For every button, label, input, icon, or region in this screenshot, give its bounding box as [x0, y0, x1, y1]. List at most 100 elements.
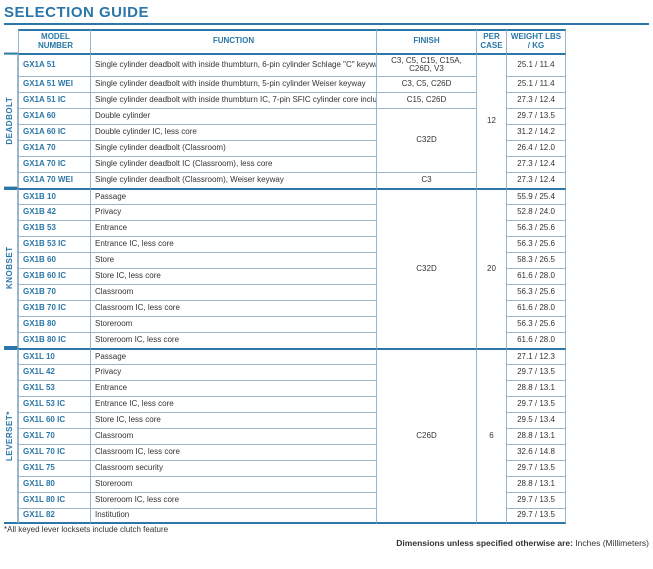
table-row-model: GX1A 70 WEI [18, 172, 90, 188]
selection-table: MODEL NUMBERFUNCTIONFINISHPER CASEWEIGHT… [4, 29, 649, 524]
table-row-weight: 28.8 / 13.1 [506, 380, 566, 396]
table-row-model: GX1B 80 IC [18, 332, 90, 348]
table-row-model: GX1L 80 [18, 476, 90, 492]
table-row-function: Single cylinder deadbolt IC (Classroom),… [90, 156, 376, 172]
table-row-weight: 29.7 / 13.5 [506, 508, 566, 524]
table-row-weight: 55.9 / 25.4 [506, 188, 566, 204]
table-row-finish: C3, C5, C15, C15A, C26D, V3 [376, 53, 476, 77]
table-row-weight: 56.3 / 25.6 [506, 220, 566, 236]
table-row-function: Store [90, 252, 376, 268]
table-row-function: Storeroom [90, 316, 376, 332]
table-row-model: GX1L 70 IC [18, 444, 90, 460]
table-row-function: Privacy [90, 204, 376, 220]
table-row-function: Classroom IC, less core [90, 300, 376, 316]
table-row-function: Storeroom IC, less core [90, 332, 376, 348]
table-row-model: GX1L 42 [18, 364, 90, 380]
table-row-percase: 20 [476, 188, 506, 348]
table-row-weight: 28.8 / 13.1 [506, 476, 566, 492]
table-row-function: Classroom IC, less core [90, 444, 376, 460]
table-row-weight: 27.3 / 12.4 [506, 156, 566, 172]
table-row-model: GX1L 80 IC [18, 492, 90, 508]
table-row-weight: 56.3 / 25.6 [506, 284, 566, 300]
table-row-model: GX1L 75 [18, 460, 90, 476]
table-row-weight: 27.1 / 12.3 [506, 348, 566, 364]
table-row-finish: C32D [376, 108, 476, 172]
table-row-weight: 56.3 / 25.6 [506, 236, 566, 252]
page-title: SELECTION GUIDE [4, 4, 649, 25]
table-row-function: Classroom [90, 284, 376, 300]
section-label: DEADBOLT [4, 53, 18, 189]
table-row-weight: 61.6 / 28.0 [506, 268, 566, 284]
table-row-model: GX1L 82 [18, 508, 90, 524]
table-row-function: Single cylinder deadbolt with inside thu… [90, 53, 376, 77]
table-row-weight: 61.6 / 28.0 [506, 300, 566, 316]
table-row-model: GX1B 10 [18, 188, 90, 204]
table-row-function: Passage [90, 348, 376, 364]
section-label: LEVERSET* [4, 348, 18, 524]
table-row-function: Entrance IC, less core [90, 396, 376, 412]
dimensions-note: Dimensions unless specified otherwise ar… [4, 538, 649, 548]
table-row-percase: 12 [476, 53, 506, 189]
table-row-model: GX1L 10 [18, 348, 90, 364]
table-row-model: GX1B 53 IC [18, 236, 90, 252]
table-row-model: GX1B 60 [18, 252, 90, 268]
table-row-function: Single cylinder deadbolt (Classroom), We… [90, 172, 376, 188]
table-row-function: Store IC, less core [90, 412, 376, 428]
table-row-function: Storeroom [90, 476, 376, 492]
table-row-model: GX1L 53 [18, 380, 90, 396]
table-row-weight: 27.3 / 12.4 [506, 172, 566, 188]
table-row-function: Single cylinder deadbolt with inside thu… [90, 92, 376, 108]
table-row-model: GX1B 53 [18, 220, 90, 236]
table-row-model: GX1A 60 IC [18, 124, 90, 140]
table-row-weight: 26.4 / 12.0 [506, 140, 566, 156]
header-weight: WEIGHT LBS / KG [506, 29, 566, 53]
table-row-function: Passage [90, 188, 376, 204]
table-row-function: Institution [90, 508, 376, 524]
table-row-function: Privacy [90, 364, 376, 380]
header-function: FUNCTION [90, 29, 376, 53]
table-row-model: GX1L 53 IC [18, 396, 90, 412]
header-model: MODEL NUMBER [18, 29, 90, 53]
table-row-function: Classroom [90, 428, 376, 444]
table-row-model: GX1A 51 [18, 53, 90, 77]
table-row-weight: 56.3 / 25.6 [506, 316, 566, 332]
table-row-weight: 29.7 / 13.5 [506, 364, 566, 380]
table-row-weight: 27.3 / 12.4 [506, 92, 566, 108]
table-row-weight: 52.8 / 24.0 [506, 204, 566, 220]
table-row-finish: C3, C5, C26D [376, 76, 476, 92]
table-row-finish: C3 [376, 172, 476, 188]
table-row-model: GX1L 70 [18, 428, 90, 444]
table-row-weight: 61.6 / 28.0 [506, 332, 566, 348]
table-row-model: GX1L 60 IC [18, 412, 90, 428]
table-row-weight: 29.7 / 13.5 [506, 396, 566, 412]
table-row-weight: 29.7 / 13.5 [506, 108, 566, 124]
table-row-function: Storeroom IC, less core [90, 492, 376, 508]
header-percase: PER CASE [476, 29, 506, 53]
table-row-model: GX1B 70 IC [18, 300, 90, 316]
table-row-weight: 29.7 / 13.5 [506, 460, 566, 476]
table-row-function: Entrance [90, 380, 376, 396]
header-corner [4, 29, 18, 53]
table-row-model: GX1B 60 IC [18, 268, 90, 284]
table-row-function: Single cylinder deadbolt with inside thu… [90, 76, 376, 92]
table-row-weight: 31.2 / 14.2 [506, 124, 566, 140]
table-row-weight: 29.7 / 13.5 [506, 492, 566, 508]
table-row-model: GX1B 70 [18, 284, 90, 300]
footnote: *All keyed lever locksets include clutch… [4, 525, 649, 534]
table-row-model: GX1B 42 [18, 204, 90, 220]
table-row-model: GX1A 51 WEI [18, 76, 90, 92]
table-row-finish: C32D [376, 188, 476, 348]
table-row-function: Single cylinder deadbolt (Classroom) [90, 140, 376, 156]
table-row-function: Double cylinder [90, 108, 376, 124]
section-label: KNOBSET [4, 188, 18, 348]
table-row-model: GX1B 80 [18, 316, 90, 332]
table-row-weight: 25.1 / 11.4 [506, 53, 566, 77]
table-row-weight: 32.6 / 14.8 [506, 444, 566, 460]
table-row-model: GX1A 70 IC [18, 156, 90, 172]
table-row-function: Double cylinder IC, less core [90, 124, 376, 140]
table-row-function: Entrance IC, less core [90, 236, 376, 252]
table-row-weight: 29.5 / 13.4 [506, 412, 566, 428]
table-row-weight: 58.3 / 26.5 [506, 252, 566, 268]
table-row-model: GX1A 70 [18, 140, 90, 156]
table-row-function: Entrance [90, 220, 376, 236]
